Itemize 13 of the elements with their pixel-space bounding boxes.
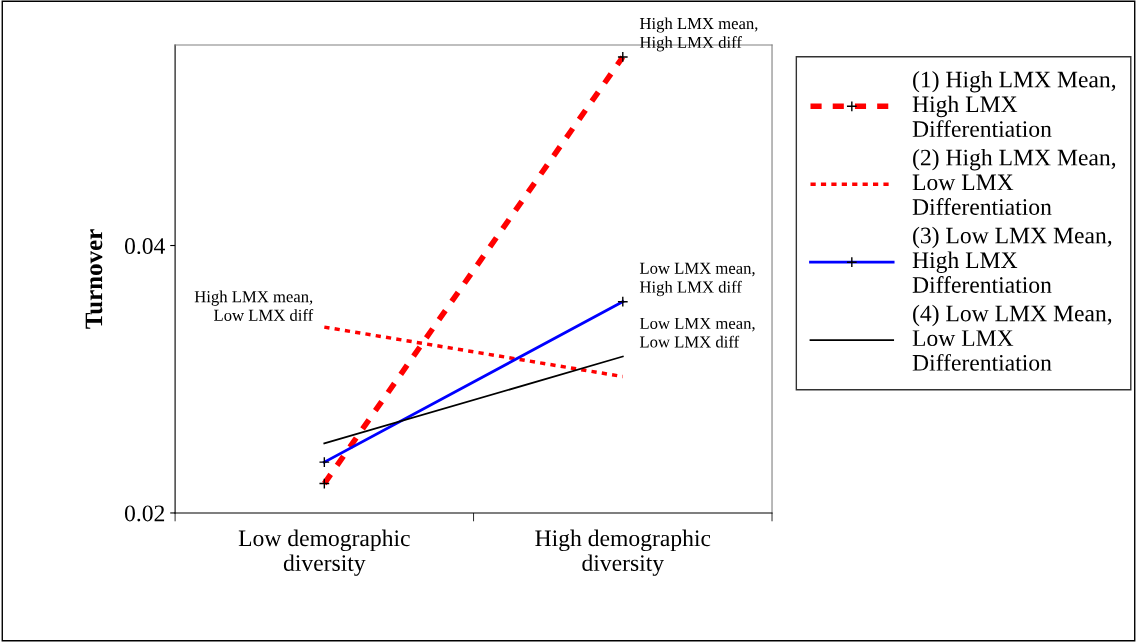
x-tick-label: High demographic diversity [535,529,711,576]
annotation: High LMX mean, Low LMX diff [194,290,314,321]
x-tick-label: Low demographic diversity [238,529,410,576]
annotation: Low LMX mean, High LMX diff [639,262,755,297]
legend-label: (3) Low LMX Mean, High LMX Differentiation [912,226,1112,293]
legend-label: (1) High LMX Mean, High LMX Differentiation [912,70,1116,138]
legend-label: (4) Low LMX Mean, Low LMX Differentiation [912,304,1112,371]
y-axis-title: Turnover [85,229,103,329]
annotation: High LMX mean, High LMX diff [639,17,758,52]
annotation: Low LMX mean, Low LMX diff [639,317,755,348]
y-tick-label: 0.02 [124,505,165,522]
legend-label: (2) High LMX Mean, Low LMX Differentiation [912,148,1116,215]
y-tick-label: 0.04 [124,238,166,255]
